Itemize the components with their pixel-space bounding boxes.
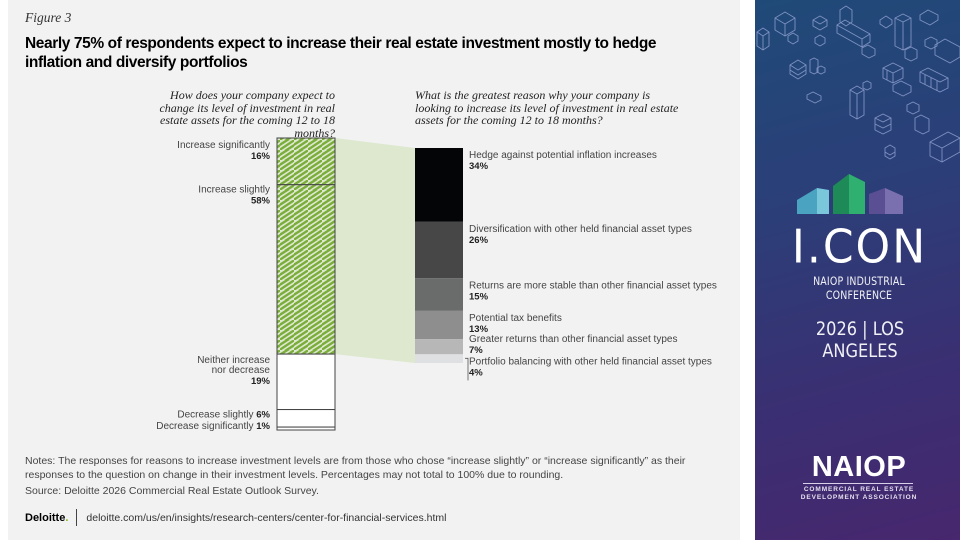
deloitte-logo: Deloitte. bbox=[25, 512, 68, 524]
logo-block-purple-left bbox=[869, 188, 885, 214]
right-bar-segment-potential-tax-benefits bbox=[415, 310, 463, 340]
deloitte-logo-dot: . bbox=[65, 511, 69, 524]
logo-block-green-left bbox=[833, 174, 849, 214]
right-value-potential-tax-benefits: 13% bbox=[469, 324, 489, 335]
left-bar-segment-increase-significantly bbox=[276, 137, 336, 186]
left-label-decrease-significantly-text: Decrease significantly bbox=[156, 421, 256, 432]
footer: Deloitte. deloitte.com/us/en/insights/re… bbox=[25, 509, 446, 526]
right-last-segment-bracket bbox=[465, 357, 469, 381]
figure-label: Figure 3 bbox=[25, 10, 72, 25]
right-label-greater-returns-than-other-financial-asset-types: Greater returns than other financial ass… bbox=[469, 334, 677, 345]
highlight-connector-band bbox=[335, 138, 415, 363]
right-label-diversification-with-other-held-financial-asset-types: Diversification with other held financia… bbox=[469, 224, 692, 235]
figure-title: Nearly 75% of respondents expect to incr… bbox=[25, 35, 657, 71]
event-title: I.CON bbox=[791, 220, 928, 275]
naiop-logo: NAIOP bbox=[811, 451, 907, 483]
left-value-decrease-slightly: 6% bbox=[256, 410, 270, 421]
left-label-decrease-slightly: Decrease slightly 6% bbox=[177, 410, 270, 421]
right-value-hedge-against-potential-inflation-increases: 34% bbox=[469, 161, 489, 172]
deloitte-logo-text: Deloitte bbox=[25, 511, 66, 524]
right-bar-segment-diversification-with-other-held-financial-asset-types bbox=[415, 221, 463, 279]
left-value-increase-slightly: 58% bbox=[251, 196, 271, 207]
left-value-increase-significantly: 16% bbox=[251, 151, 271, 162]
right-value-portfolio-balancing-with-other-held-financial-asset-types: 4% bbox=[469, 367, 483, 378]
right-value-diversification-with-other-held-financial-asset-types: 26% bbox=[469, 235, 489, 246]
left-label-increase-significantly: Increase significantly bbox=[177, 140, 270, 151]
right-bar-segment-returns-are-more-stable-than-other-financial-asset-types bbox=[415, 278, 463, 311]
right-value-returns-are-more-stable-than-other-financial-asset-types: 15% bbox=[469, 291, 489, 302]
event-subtitle: NAIOP INDUSTRIAL CONFERENCE bbox=[813, 274, 905, 302]
naiop-logo-rule bbox=[803, 483, 913, 484]
right-label-hedge-against-potential-inflation-increases: Hedge against potential inflation increa… bbox=[469, 150, 657, 161]
left-chart-question: How does your company expect to change i… bbox=[159, 88, 335, 140]
right-value-greater-returns-than-other-financial-asset-types: 7% bbox=[469, 345, 483, 356]
logo-block-blue-right bbox=[817, 188, 829, 214]
right-bar-segment-greater-returns-than-other-financial-asset-types bbox=[415, 339, 463, 355]
left-label-neither-line2: nor decrease bbox=[212, 365, 271, 376]
highlight-connector bbox=[335, 138, 415, 363]
right-label-portfolio-balancing-with-other-held-financial-asset-types: Portfolio balancing with other held fina… bbox=[469, 356, 712, 367]
isometric-buildings-art bbox=[756, 5, 960, 163]
source-text: Source: Deloitte 2026 Commercial Real Es… bbox=[25, 485, 319, 497]
left-bar-segment-decrease-significantly bbox=[276, 426, 336, 431]
right-stacked-bar: Hedge against potential inflation increa… bbox=[415, 148, 717, 381]
event-year-location: 2026 | LOS ANGELES bbox=[815, 318, 905, 362]
left-bar-segment-neither-increase-nor-decrease bbox=[276, 353, 336, 411]
logo-block-purple-right bbox=[885, 188, 903, 214]
left-bar-segment-decrease-slightly bbox=[276, 409, 336, 428]
right-bar-segment-hedge-against-potential-inflation-increases bbox=[415, 148, 463, 222]
left-value-decrease-significantly: 1% bbox=[256, 421, 270, 432]
footer-url-link[interactable]: deloitte.com/us/en/insights/research-cen… bbox=[86, 511, 447, 524]
logo-block-green-right bbox=[849, 174, 865, 214]
left-label-neither-line1: Neither increase bbox=[197, 355, 270, 366]
icon-building-logo bbox=[797, 174, 903, 214]
footer-divider bbox=[76, 509, 78, 526]
naiop-tagline: COMMERCIAL REAL ESTATE DEVELOPMENT ASSOC… bbox=[785, 486, 933, 502]
left-bar-segment-increase-slightly bbox=[276, 184, 336, 355]
left-label-decrease-slightly-text: Decrease slightly bbox=[177, 410, 256, 421]
conference-banner: I.CON NAIOP INDUSTRIAL CONFERENCE 2026 |… bbox=[755, 0, 960, 540]
right-label-returns-are-more-stable-than-other-financial-asset-types: Returns are more stable than other finan… bbox=[469, 280, 717, 291]
naiop-tagline-line2: DEVELOPMENT ASSOCIATION bbox=[800, 494, 918, 501]
right-chart-question: What is the greatest reason why your com… bbox=[415, 88, 679, 127]
right-bar-segment-portfolio-balancing-with-other-held-financial-asset-types bbox=[415, 354, 463, 363]
left-value-neither: 19% bbox=[251, 376, 271, 387]
logo-block-blue-left bbox=[797, 188, 817, 214]
right-label-potential-tax-benefits: Potential tax benefits bbox=[469, 313, 562, 324]
left-label-increase-slightly: Increase slightly bbox=[198, 185, 270, 196]
naiop-tagline-line1: COMMERCIAL REAL ESTATE bbox=[803, 486, 915, 493]
left-label-decrease-significantly: Decrease significantly 1% bbox=[156, 421, 270, 432]
notes-text: Notes: The responses for reasons to incr… bbox=[25, 455, 686, 481]
